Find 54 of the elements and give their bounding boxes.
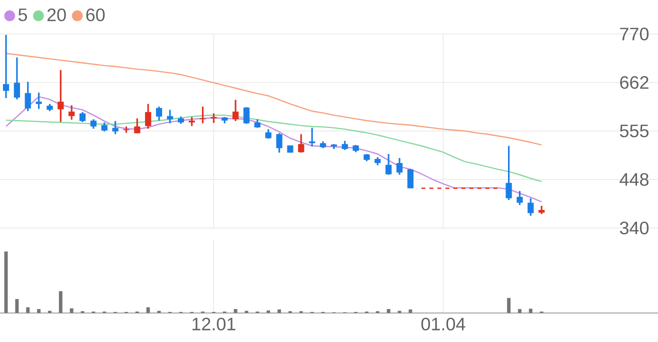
candlestick [68,104,75,121]
candlestick [516,190,523,206]
candlestick [243,106,250,125]
candlestick [265,128,272,140]
candlestick [156,106,162,122]
bar [408,309,412,313]
candlestick [210,112,217,124]
y-tick-label: 555 [620,124,649,138]
candlestick [2,34,10,99]
bar [70,308,74,313]
bar [518,309,522,313]
x-tick-label: 12.01 [192,318,236,330]
candlestick [79,111,86,123]
candlestick [24,81,31,112]
bar [15,299,19,313]
legend-label: 20 [47,8,66,22]
bar [26,307,30,313]
y-tick-label: 340 [620,222,649,234]
legend-label: 60 [86,8,105,22]
bar [4,251,8,313]
candlestick [276,132,282,154]
candlestick [101,122,108,132]
candlestick [396,157,403,176]
legend-label: 5 [18,8,28,22]
candlestick [134,118,140,134]
bar [146,307,150,313]
candlestick [385,153,392,176]
bar [528,308,532,313]
bar [234,309,238,313]
x-tick-label: 01.04 [421,318,466,330]
bar [507,298,511,313]
candlestick [14,56,20,100]
candlestick [200,106,206,124]
y-tick-label: 662 [620,76,648,89]
bar [386,309,390,313]
candlestick [166,108,174,124]
y-tick-label: 770 [620,28,649,40]
candlestick [36,92,42,110]
y-tick-label: 448 [620,173,648,186]
candlestick [112,120,118,135]
candlestick [58,69,64,123]
candlestick [528,197,534,217]
candlestick [188,116,195,127]
candlestick [506,145,512,201]
bar [266,310,270,313]
bar [278,309,281,313]
candlestick [90,118,97,130]
bar [37,309,41,313]
candlestick [298,133,304,154]
candlestick [407,168,414,190]
candlestick [232,99,239,122]
candlestick [145,103,152,130]
candlestick [342,140,348,151]
bar [58,291,62,313]
